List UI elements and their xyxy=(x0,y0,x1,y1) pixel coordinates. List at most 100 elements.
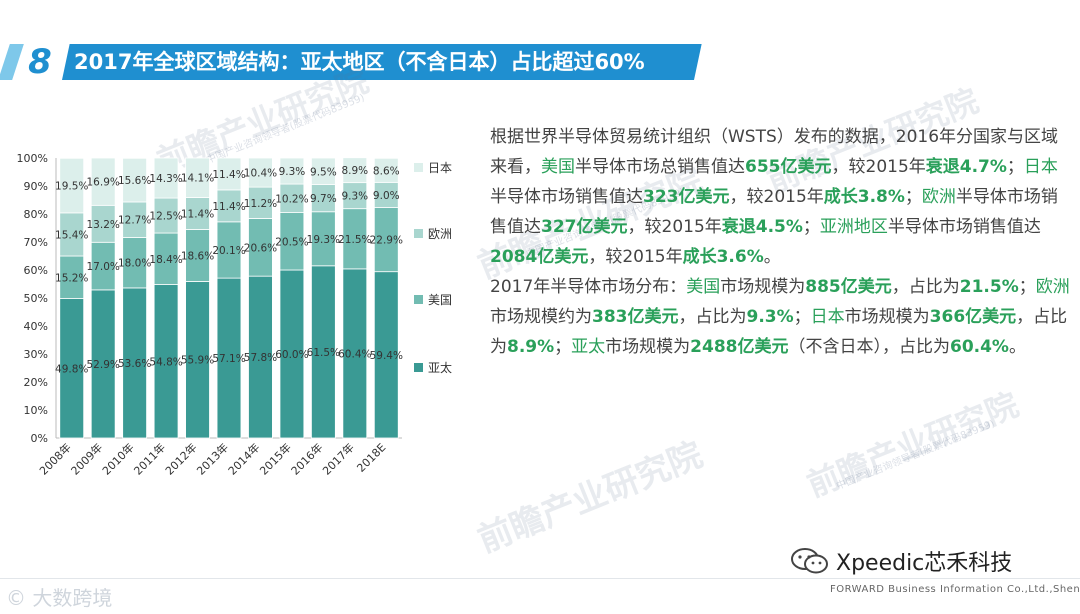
data-label: 20.1% xyxy=(212,245,245,257)
data-label: 19.3% xyxy=(307,234,340,246)
data-label: 14.3% xyxy=(149,173,182,185)
y-tick-label: 80% xyxy=(24,208,48,221)
body-text: 市场规模为 xyxy=(720,277,806,297)
data-label: 11.4% xyxy=(212,201,245,213)
body-text: 。 xyxy=(1008,337,1026,357)
copyright-icon: © xyxy=(6,586,26,610)
y-tick-label: 100% xyxy=(17,152,48,165)
bar-segment xyxy=(373,157,399,183)
slide-number: 8 xyxy=(28,42,52,82)
x-tick-label: 2010年 xyxy=(99,440,136,477)
bar-segment xyxy=(153,157,179,199)
data-label: 11.2% xyxy=(244,198,277,210)
highlight-text: 亚太 xyxy=(571,337,606,357)
bar-segment xyxy=(342,157,368,184)
stacked-bar-chart: 0% 10% 20% 30% 40% 50% 60% 70% 80% 90% 100% 49.8% 15… xyxy=(17,152,452,478)
body-text: ； xyxy=(1006,157,1024,177)
data-label: 18.0% xyxy=(118,258,151,270)
data-label: 11.4% xyxy=(212,169,245,181)
body-text: ； xyxy=(554,337,572,357)
y-tick-label: 60% xyxy=(24,264,48,277)
data-label: 9.5% xyxy=(310,166,337,178)
footer-divider xyxy=(0,578,1080,579)
highlight-text: 327亿美元 xyxy=(541,217,628,237)
highlight-text: 21.5% xyxy=(959,277,1019,297)
data-label: 12.5% xyxy=(149,211,182,223)
data-label: 15.4% xyxy=(55,229,88,241)
data-label: 9.3% xyxy=(341,191,368,203)
watermark-brand: 前瞻产业研究院 xyxy=(801,385,1024,505)
data-label: 61.5% xyxy=(307,347,340,359)
legend-swatch xyxy=(414,163,423,172)
highlight-text: 2488亿美元 xyxy=(690,337,789,357)
body-text: ，较2015年 xyxy=(831,157,926,177)
data-label: 10.4% xyxy=(244,168,277,180)
body-text: 市场规模为 xyxy=(605,337,691,357)
x-tick-label: 2015年 xyxy=(257,440,294,477)
bar-segment xyxy=(185,157,210,198)
body-text: （不含日本），占比为 xyxy=(788,337,950,357)
data-label: 13.2% xyxy=(87,219,120,231)
x-tick-label: 2008年 xyxy=(36,440,73,477)
x-tick-label: 2014年 xyxy=(225,440,262,477)
body-text: ； xyxy=(904,187,922,207)
x-tick-label: 2012年 xyxy=(162,440,199,477)
y-tick-label: 30% xyxy=(24,348,48,361)
body-text: ，占比为 xyxy=(891,277,960,297)
data-label: 9.7% xyxy=(310,193,337,205)
body-text: ，占比为 xyxy=(490,307,1068,357)
highlight-text: 亚洲地区 xyxy=(819,217,888,237)
x-tick-label: 2013年 xyxy=(194,440,231,477)
highlight-text: 9.3% xyxy=(746,307,794,327)
x-tick-label: 2011年 xyxy=(131,440,168,477)
y-tick-label: 0% xyxy=(31,432,48,445)
x-tick-label: 2018E xyxy=(354,441,388,475)
body-text: 半导体市场销售值达 xyxy=(887,217,1041,237)
wechat-account-name: Xpeedic芯禾科技 xyxy=(836,551,1013,576)
body-text: 2017年半导体市场分布： xyxy=(490,277,687,297)
bar-segment xyxy=(59,157,85,214)
x-tick-label: 2016年 xyxy=(288,440,325,477)
data-label: 15.6% xyxy=(118,175,151,187)
company-name: FORWARD Business Information Co.,Ltd.,Sh… xyxy=(830,584,1080,595)
data-label: 60.4% xyxy=(338,348,371,360)
highlight-text: 成长3.6% xyxy=(682,247,764,267)
body-text: ，占比为 xyxy=(678,307,747,327)
body-text: ，较2015年 xyxy=(627,217,722,237)
slide-title: 2017年全球区域结构：亚太地区（不含日本）占比超过60% xyxy=(74,50,645,74)
body-text: ，较2015年 xyxy=(588,247,683,267)
highlight-text: 885亿美元 xyxy=(805,277,892,297)
legend-swatch xyxy=(414,363,423,372)
y-tick-label: 20% xyxy=(24,376,48,389)
description-text: 根据世界半导体贸易统计组织（WSTS）发布的数据，2016年分国家与区域来看，美… xyxy=(490,122,1070,362)
data-label: 59.4% xyxy=(370,350,403,362)
legend-label: 美国 xyxy=(428,293,452,307)
y-tick-label: 50% xyxy=(24,292,48,305)
data-label: 11.4% xyxy=(181,208,214,220)
wechat-icon xyxy=(791,548,828,574)
y-tick-label: 10% xyxy=(24,404,48,417)
body-text: 。 xyxy=(763,247,781,267)
bar-segment xyxy=(216,157,242,191)
data-label: 8.6% xyxy=(373,165,400,177)
data-label: 21.5% xyxy=(338,234,371,246)
bar-segment xyxy=(90,157,116,206)
highlight-text: 8.9% xyxy=(507,337,555,357)
data-label: 10.2% xyxy=(275,193,308,205)
paragraph-2016: 根据世界半导体贸易统计组织（WSTS）发布的数据，2016年分国家与区域来看，美… xyxy=(490,122,1070,272)
data-label: 18.4% xyxy=(149,254,182,266)
x-tick-label: 2017年 xyxy=(319,440,356,477)
data-label: 17.0% xyxy=(87,261,120,273)
data-label: 57.1% xyxy=(212,353,245,365)
body-text: 半导体市场销售值达 xyxy=(490,187,1058,237)
highlight-text: 323亿美元 xyxy=(643,187,730,207)
data-label: 9.0% xyxy=(373,190,400,202)
data-label: 60.0% xyxy=(275,349,308,361)
data-label: 14.1% xyxy=(181,173,214,185)
legend-label: 欧洲 xyxy=(428,227,452,241)
x-tick-label: 2009年 xyxy=(68,440,105,477)
paragraph-2017: 2017年半导体市场分布：美国市场规模为885亿美元，占比为21.5%；欧洲市场… xyxy=(490,272,1070,362)
bar-segment xyxy=(311,157,336,186)
bar-segment xyxy=(122,157,147,203)
data-label: 16.9% xyxy=(87,177,120,189)
